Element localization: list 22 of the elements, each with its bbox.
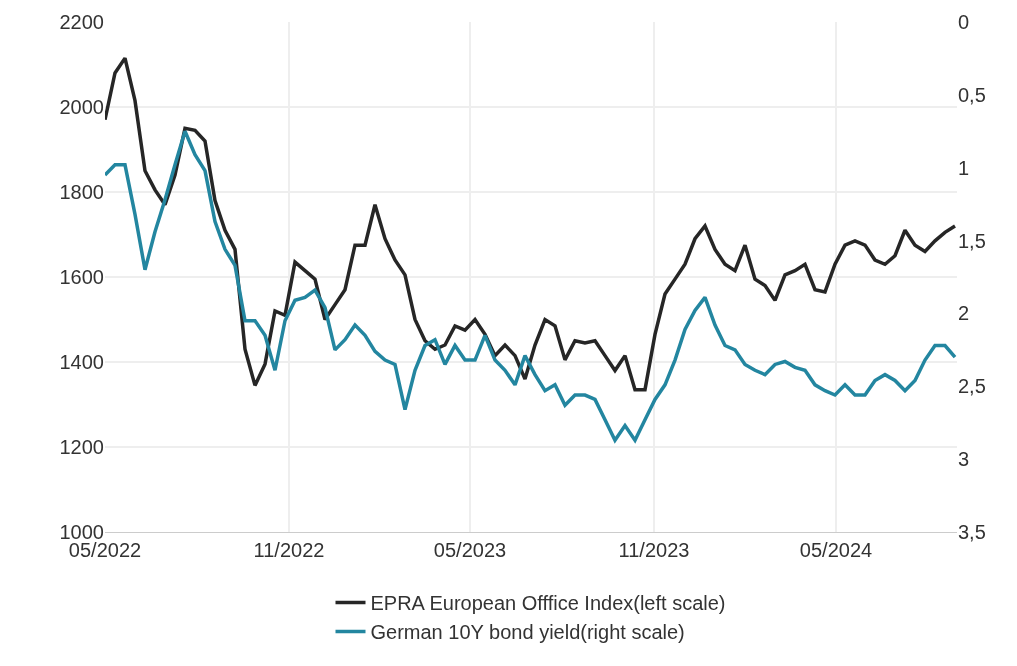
y2-tick-label: 2 (958, 302, 970, 325)
y2-tick-label: 0 (958, 11, 970, 33)
y2-tick-label: 3,5 (958, 521, 986, 543)
line-series (105, 129, 957, 442)
y2-tick-label: 0,5 (958, 83, 986, 106)
y-tick-label: 1400 (59, 351, 104, 373)
y-tick-label: 1200 (59, 436, 104, 458)
legend-label: German 10Y bond yield(right scale) (370, 621, 685, 644)
x-tick-label: 05/2023 (433, 539, 507, 561)
y2-tick-label: 3 (958, 448, 970, 471)
y2-tick-label: 1,5 (958, 229, 986, 252)
y-tick-label: 1800 (59, 181, 104, 203)
legend-label: EPRA European Offfice Index(left scale) (370, 592, 726, 615)
y-tick-label: 1600 (59, 266, 104, 288)
x-tick-label: 05/2024 (799, 539, 873, 561)
x-tick-label: 11/2023 (618, 539, 690, 561)
y2-tick-label: 1 (958, 156, 970, 179)
y-tick-label: 2200 (59, 11, 104, 33)
x-tick-label: 11/2022 (253, 539, 325, 561)
y-tick-label: 2000 (59, 96, 104, 118)
y2-tick-label: 2,5 (958, 375, 986, 398)
line-series (105, 56, 957, 392)
